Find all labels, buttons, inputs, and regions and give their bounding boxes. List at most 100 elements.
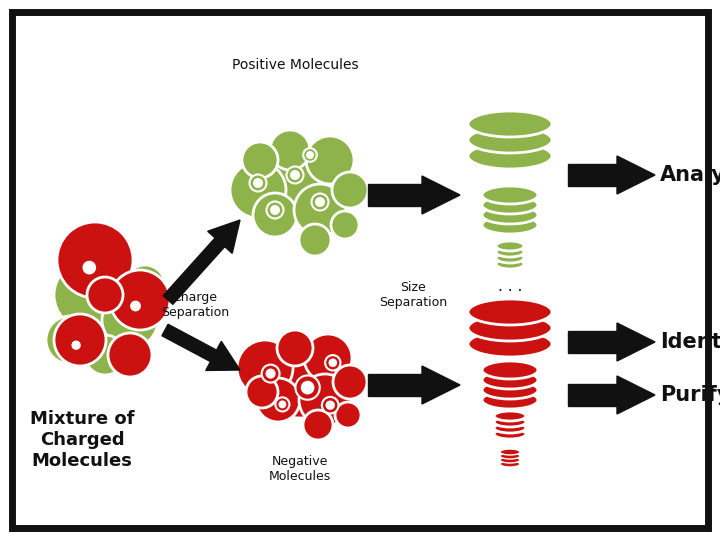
- Polygon shape: [206, 341, 240, 370]
- Circle shape: [332, 172, 368, 208]
- Text: Negative
Molecules: Negative Molecules: [269, 455, 331, 483]
- Circle shape: [275, 397, 289, 411]
- Text: Size
Separation: Size Separation: [379, 281, 447, 309]
- Ellipse shape: [468, 315, 552, 341]
- Polygon shape: [617, 376, 655, 414]
- Ellipse shape: [468, 331, 552, 357]
- Circle shape: [301, 381, 315, 394]
- Circle shape: [108, 333, 152, 377]
- Text: · · ·: · · ·: [498, 285, 522, 300]
- Ellipse shape: [496, 253, 524, 263]
- Circle shape: [87, 277, 123, 313]
- Circle shape: [85, 335, 125, 375]
- Ellipse shape: [482, 381, 538, 399]
- Bar: [568, 331, 617, 353]
- Ellipse shape: [482, 196, 538, 214]
- Circle shape: [237, 340, 293, 396]
- Circle shape: [71, 341, 81, 350]
- Bar: [568, 384, 617, 406]
- Circle shape: [333, 365, 367, 399]
- Circle shape: [257, 142, 333, 218]
- Polygon shape: [617, 156, 655, 194]
- Circle shape: [331, 211, 359, 239]
- Text: Mixture of
Charged
Molecules: Mixture of Charged Molecules: [30, 410, 135, 470]
- Ellipse shape: [482, 186, 538, 204]
- Circle shape: [295, 375, 320, 400]
- Circle shape: [110, 270, 170, 330]
- Ellipse shape: [482, 371, 538, 389]
- Ellipse shape: [500, 457, 520, 463]
- Ellipse shape: [482, 361, 538, 379]
- Ellipse shape: [496, 241, 524, 251]
- Circle shape: [246, 376, 278, 408]
- Ellipse shape: [500, 453, 520, 459]
- Circle shape: [335, 402, 361, 428]
- Circle shape: [54, 314, 106, 366]
- Text: Charge
Separation: Charge Separation: [161, 291, 229, 319]
- Circle shape: [325, 355, 341, 370]
- Ellipse shape: [496, 259, 524, 269]
- Circle shape: [287, 166, 304, 184]
- Ellipse shape: [468, 111, 552, 137]
- Ellipse shape: [468, 143, 552, 169]
- Circle shape: [270, 205, 280, 215]
- Ellipse shape: [482, 391, 538, 409]
- Circle shape: [64, 247, 100, 283]
- Circle shape: [299, 374, 351, 426]
- Circle shape: [299, 224, 331, 256]
- Circle shape: [261, 364, 279, 382]
- Ellipse shape: [494, 417, 526, 427]
- Polygon shape: [422, 176, 460, 214]
- Ellipse shape: [500, 449, 520, 455]
- Ellipse shape: [496, 247, 524, 257]
- Polygon shape: [163, 238, 225, 305]
- Text: Purify: Purify: [660, 385, 720, 405]
- Polygon shape: [422, 366, 460, 404]
- Circle shape: [279, 401, 287, 408]
- Ellipse shape: [468, 127, 552, 153]
- Bar: [368, 374, 422, 396]
- Polygon shape: [617, 323, 655, 361]
- Circle shape: [46, 316, 94, 364]
- Circle shape: [306, 151, 314, 159]
- Ellipse shape: [494, 423, 526, 433]
- Text: Analyze: Analyze: [660, 165, 720, 185]
- Circle shape: [130, 301, 141, 312]
- Circle shape: [250, 174, 266, 192]
- Ellipse shape: [468, 299, 552, 325]
- Circle shape: [125, 265, 165, 305]
- Circle shape: [303, 148, 317, 162]
- Circle shape: [312, 193, 328, 211]
- Circle shape: [230, 162, 286, 218]
- Text: Identify: Identify: [660, 332, 720, 352]
- Polygon shape: [207, 220, 240, 253]
- Text: Positive Molecules: Positive Molecules: [232, 58, 359, 72]
- Circle shape: [304, 334, 352, 382]
- Circle shape: [242, 142, 278, 178]
- Bar: [368, 184, 422, 206]
- Circle shape: [83, 261, 96, 274]
- Circle shape: [57, 222, 133, 298]
- Circle shape: [266, 201, 284, 219]
- Circle shape: [253, 193, 297, 237]
- Polygon shape: [162, 324, 217, 362]
- Circle shape: [266, 369, 276, 379]
- Circle shape: [54, 261, 122, 329]
- Bar: [568, 164, 617, 186]
- Ellipse shape: [494, 411, 526, 421]
- Circle shape: [253, 178, 263, 188]
- Circle shape: [294, 184, 346, 236]
- Circle shape: [322, 397, 338, 414]
- Circle shape: [328, 359, 337, 367]
- Ellipse shape: [494, 429, 526, 439]
- Circle shape: [325, 401, 335, 410]
- Ellipse shape: [482, 206, 538, 224]
- Ellipse shape: [482, 216, 538, 234]
- Circle shape: [262, 342, 338, 418]
- Circle shape: [256, 378, 300, 422]
- Ellipse shape: [500, 461, 520, 467]
- Circle shape: [102, 292, 158, 348]
- Circle shape: [315, 197, 325, 207]
- Circle shape: [277, 330, 313, 366]
- Circle shape: [290, 170, 300, 180]
